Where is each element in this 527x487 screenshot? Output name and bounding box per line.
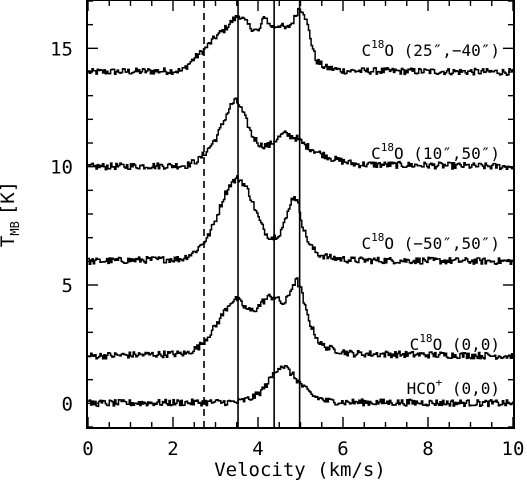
y-tick-label: 15 (50, 38, 73, 60)
x-tick-label: 0 (82, 438, 93, 460)
y-tick-label: 0 (62, 393, 73, 415)
spectrum-line-1 (88, 97, 514, 171)
spectrum-line-0 (88, 7, 514, 76)
spectrum-label-4: HCO+ (0,0) (407, 376, 500, 398)
x-tick-label: 8 (422, 438, 433, 460)
reference-lines (203, 1, 301, 427)
y-axis-title: TMB [K] (0, 181, 22, 247)
spectrum-label-1: C18O (10″,50″) (371, 141, 500, 163)
spectra-group (88, 7, 514, 408)
x-tick-label: 6 (337, 438, 348, 460)
y-axis-title-unit: [K] (0, 181, 19, 215)
x-tick-label: 2 (167, 438, 178, 460)
y-tick-label: 10 (50, 157, 73, 179)
plot-frame (86, 0, 515, 429)
x-axis-title: Velocity (km/s) (214, 459, 386, 481)
spectrum-label-2: C18O (−50″,50″) (362, 231, 500, 253)
y-axis-title-symbol: T (0, 236, 19, 247)
y-axis-title-subscript: MB (8, 221, 22, 235)
svg-text:TMB[K]: TMB [K] (0, 181, 22, 247)
x-tick-label: 4 (252, 438, 263, 460)
spectrum-label-3: C18O (0,0) (410, 332, 500, 354)
spectrum-line-2 (88, 175, 514, 266)
y-tick-label: 5 (62, 275, 73, 297)
x-tick-label: 10 (502, 438, 525, 460)
spectrum-label-0: C18O (25″,−40″) (362, 38, 500, 60)
spectrum-line-3 (88, 277, 514, 360)
spectrum-labels: C18O (25″,−40″) C18O (10″,50″) C18O (−50″,… (362, 38, 500, 398)
spectrum-line-4 (88, 365, 514, 408)
axis-ticks: 0 2 4 6 8 10 0 5 10 15 (50, 0, 525, 460)
